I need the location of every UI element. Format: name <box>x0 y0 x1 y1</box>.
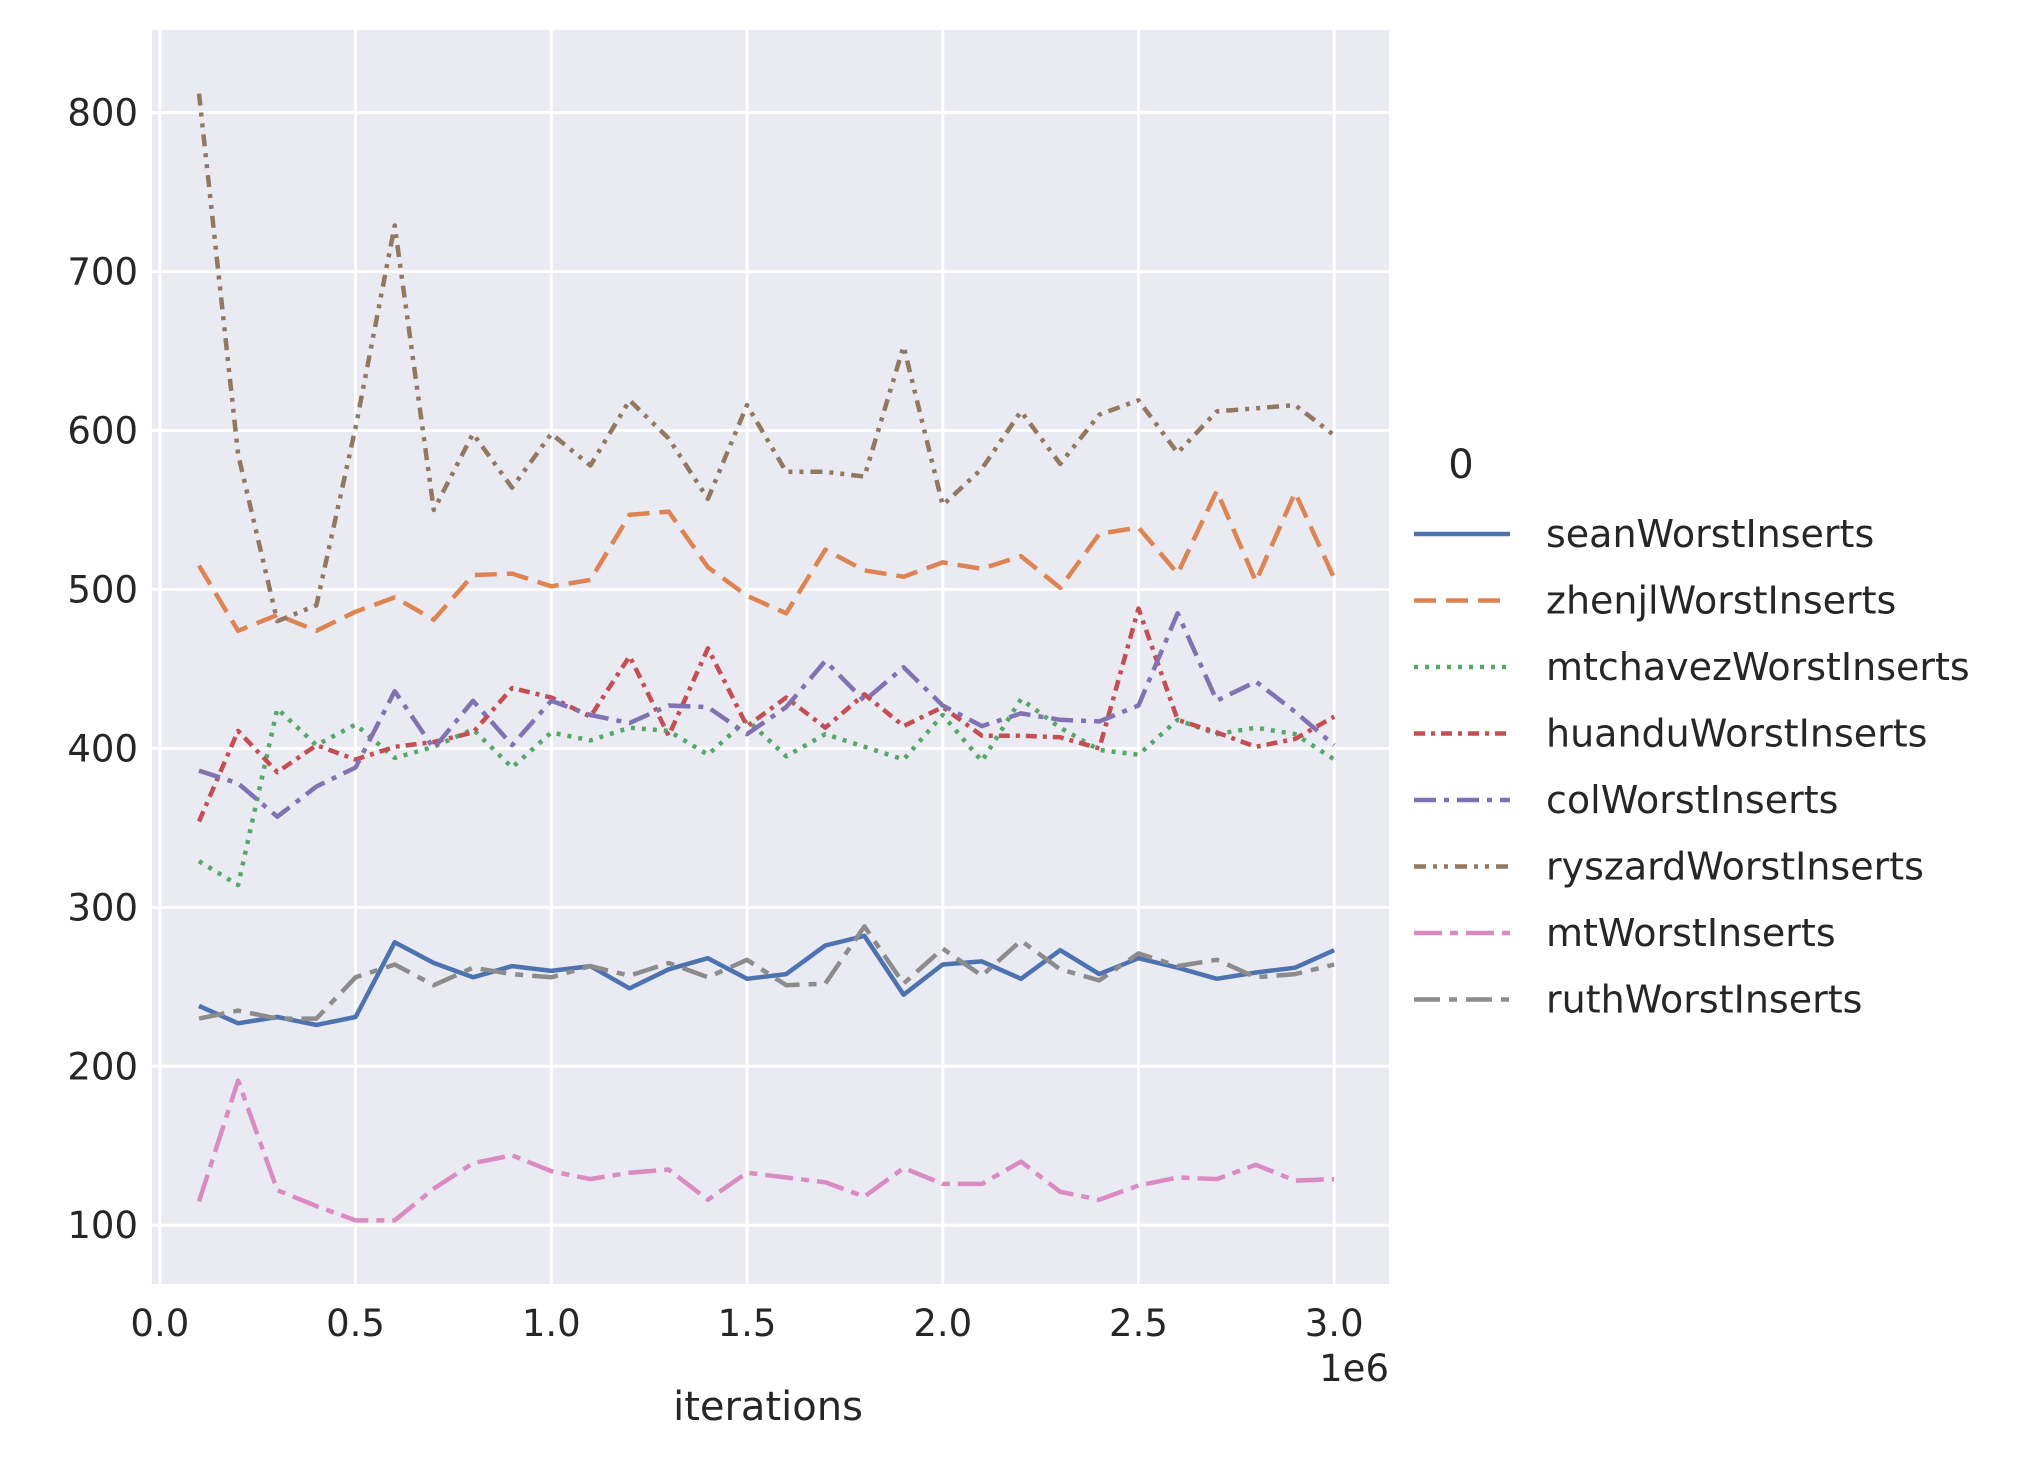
series-line-ryszardWorstInserts <box>196 93 1336 624</box>
legend-label: seanWorstInserts <box>1546 512 1874 556</box>
legend: 0 seanWorstInserts zhenjlWorstInserts mtch… <box>1414 442 1970 1022</box>
y-tick-label: 200 <box>67 1045 138 1088</box>
x-axis-offset-label: 1e6 <box>1319 1347 1389 1390</box>
series-line-mtchavezWorstInserts <box>197 696 1336 888</box>
y-tick-label: 300 <box>67 886 138 929</box>
legend-title: 0 <box>1448 442 1473 488</box>
y-tick-label: 700 <box>67 251 138 294</box>
series-lines <box>196 93 1337 1223</box>
y-tick-label: 500 <box>67 568 138 611</box>
y-tick-label: 100 <box>67 1204 138 1247</box>
x-tick-label: 2.5 <box>1109 1302 1168 1345</box>
y-tick-label: 800 <box>67 92 138 135</box>
y-axis-ticks: 100 200 300 400 500 600 700 800 <box>67 92 138 1248</box>
series-line-ruthWorstInserts <box>198 924 1335 1021</box>
legend-label: mtchavezWorstInserts <box>1546 645 1970 689</box>
x-tick-label: 1.5 <box>718 1302 777 1345</box>
legend-label: mtWorstInserts <box>1546 911 1836 955</box>
series-line-zhenjlWorstInserts <box>197 488 1337 634</box>
series-line-colWorstInserts <box>198 611 1336 819</box>
series-line-mtWorstInserts <box>196 1078 1335 1223</box>
legend-label: colWorstInserts <box>1546 778 1838 822</box>
grid-lines <box>152 30 1389 1284</box>
x-tick-label: 3.0 <box>1305 1302 1364 1345</box>
x-tick-label: 1.0 <box>522 1302 581 1345</box>
y-tick-label: 400 <box>67 727 138 770</box>
legend-label: ryszardWorstInserts <box>1546 845 1924 889</box>
series-line-huanduWorstInserts <box>196 606 1336 823</box>
y-tick-label: 600 <box>67 410 138 453</box>
x-axis-ticks: 0.0 0.5 1.0 1.5 2.0 2.5 3.0 <box>130 1302 1363 1345</box>
legend-label: zhenjlWorstInserts <box>1546 579 1896 623</box>
plot-background <box>152 30 1389 1284</box>
x-axis-label: iterations <box>673 1384 863 1430</box>
legend-label: ruthWorstInserts <box>1546 978 1862 1022</box>
x-tick-label: 0.5 <box>326 1302 385 1345</box>
x-tick-label: 2.0 <box>913 1302 972 1345</box>
x-tick-label: 0.0 <box>130 1302 189 1345</box>
series-line-seanWorstInserts <box>198 933 1336 1028</box>
legend-label: huanduWorstInserts <box>1546 712 1927 756</box>
